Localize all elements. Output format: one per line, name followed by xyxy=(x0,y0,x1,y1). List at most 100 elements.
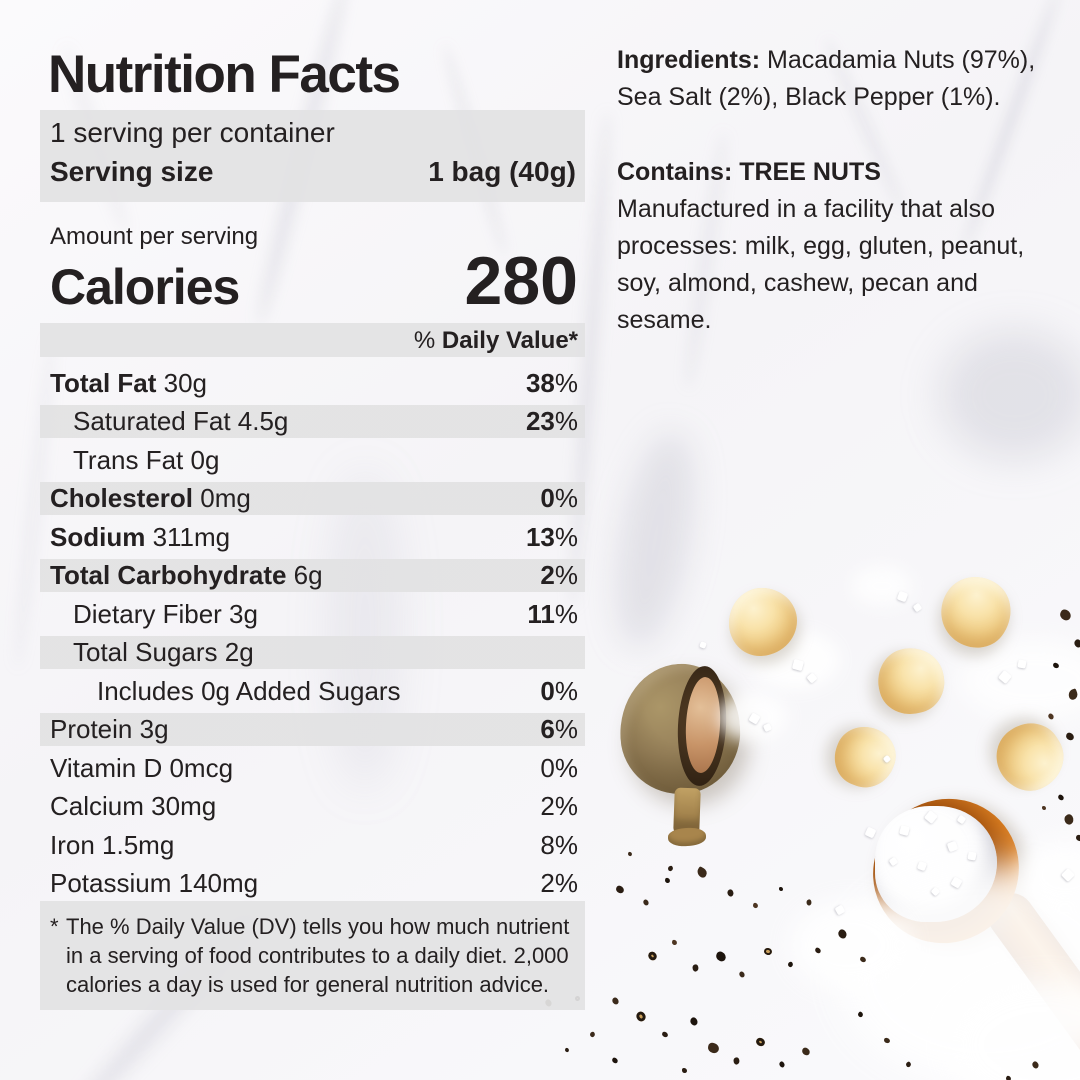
pepper-crumb xyxy=(779,887,783,891)
ingredients-label: Ingredients: xyxy=(617,46,761,74)
daily-value-percent: 23% xyxy=(525,406,578,437)
pepper-crumb xyxy=(752,902,759,909)
pepper-crumb xyxy=(787,961,794,968)
pepper-crumb xyxy=(726,888,735,898)
serving-size-label: Serving size xyxy=(50,156,214,187)
pepper-crumb xyxy=(664,877,671,884)
pepper-crumb xyxy=(805,898,813,907)
nutrient-row: Calcium 30mg 2% xyxy=(40,788,585,827)
daily-value-percent: 38% xyxy=(525,367,578,398)
pepper-crumb xyxy=(1058,608,1073,622)
contains-statement: Contains: TREE NUTS xyxy=(617,154,1054,191)
nutrient-rows: Total Fat 30g 38% Saturated Fat 4.5g 23% Tra… xyxy=(40,364,585,903)
serving-size-row: Serving size 1 bag (40g) xyxy=(50,156,576,188)
pepper-crumb xyxy=(695,866,709,879)
serving-info-band: 1 serving per container Serving size 1 b… xyxy=(40,110,585,202)
pepper-crumb xyxy=(661,1031,669,1038)
pepper-crumb xyxy=(1042,806,1046,810)
ingredients-column: Ingredients: Macadamia Nuts (97%), Sea S… xyxy=(617,42,1054,339)
nutrient-row: Trans Fat 0g xyxy=(40,441,585,480)
daily-value-percent: 8% xyxy=(540,829,578,860)
pepper-crumb xyxy=(732,1056,741,1066)
pepper-crumb xyxy=(707,1042,720,1054)
pepper-crumb xyxy=(714,950,728,963)
salt-flake xyxy=(699,641,707,649)
nutrient-label: Total Carbohydrate 6g xyxy=(50,560,323,591)
nutrient-row: Total Fat 30g 38% xyxy=(40,364,585,403)
salt-dust xyxy=(790,900,910,990)
pepper-crumb xyxy=(778,1060,786,1069)
nutrient-row: Saturated Fat 4.5g 23% xyxy=(40,402,585,441)
nutrient-label: Protein 3g xyxy=(50,714,169,745)
salt-dust xyxy=(958,640,1080,720)
salt-flake xyxy=(864,826,877,839)
daily-value-percent: 6% xyxy=(540,714,578,745)
nutrient-label: Iron 1.5mg xyxy=(50,829,175,860)
macadamia-in-shell xyxy=(615,654,752,854)
pepper-crumb xyxy=(589,1031,596,1038)
nutrient-row: Total Sugars 2g xyxy=(40,633,585,672)
daily-value-percent: 0% xyxy=(540,483,578,514)
daily-value-percent: 11% xyxy=(527,598,578,629)
pepper-crumb xyxy=(688,1016,700,1027)
nutrient-label: Saturated Fat 4.5g xyxy=(73,406,289,437)
pepper-crumb xyxy=(682,1068,687,1073)
daily-value-percent: 2% xyxy=(540,560,578,591)
ingredients-paragraph: Ingredients: Macadamia Nuts (97%), Sea S… xyxy=(617,42,1054,116)
daily-value-header: % Daily Value* xyxy=(40,323,585,357)
pepper-crumb xyxy=(1057,793,1065,802)
macadamia-nut xyxy=(870,640,952,722)
nutrient-label: Calcium 30mg xyxy=(50,791,217,822)
daily-value-footnote: * The % Daily Value (DV) tells you how m… xyxy=(40,901,585,1010)
pepper-crumb xyxy=(671,939,678,946)
pepper-crumb xyxy=(763,947,773,956)
nutrition-facts-title: Nutrition Facts xyxy=(48,45,401,104)
nutrient-row: Potassium 140mg 2% xyxy=(40,865,585,904)
daily-value-percent: 0% xyxy=(540,675,578,706)
footnote-asterisk: * xyxy=(50,914,59,939)
salt-flake xyxy=(967,851,977,861)
pepper-crumb xyxy=(1062,812,1076,827)
nutrient-row: Sodium 311mg 13% xyxy=(40,518,585,557)
daily-value-percent: 13% xyxy=(525,521,578,552)
macadamia-stem-tip xyxy=(667,827,707,847)
daily-value-percent: 2% xyxy=(540,868,578,899)
pepper-crumb xyxy=(1065,731,1075,742)
nutrient-label: Trans Fat 0g xyxy=(73,444,220,475)
macadamia-nut xyxy=(984,711,1076,803)
salt-flake xyxy=(912,602,923,613)
nutrient-label: Dietary Fiber 3g xyxy=(73,598,258,629)
pepper-crumb xyxy=(738,970,746,979)
pepper-crumb xyxy=(564,1047,570,1053)
pepper-crumb xyxy=(667,865,674,872)
nutrient-row: Iron 1.5mg 8% xyxy=(40,826,585,865)
pepper-crumb xyxy=(610,996,621,1006)
daily-value-percent: 2% xyxy=(540,791,578,822)
nutrient-row: Includes 0g Added Sugars 0% xyxy=(40,672,585,711)
ingredients-text: Macadamia Nuts (97%), Sea Salt (2%), Bla… xyxy=(617,46,1036,111)
pepper-crumb xyxy=(646,949,659,963)
pepper-crumb xyxy=(754,1036,767,1048)
nutrient-label: Cholesterol 0mg xyxy=(50,483,251,514)
pepper-crumb xyxy=(611,1056,619,1065)
pepper-crumb xyxy=(800,1046,812,1057)
facility-statement: Manufactured in a facility that also pro… xyxy=(617,195,1025,334)
nutrient-row: Cholesterol 0mg 0% xyxy=(40,479,585,518)
contains-label: Contains: TREE NUTS xyxy=(617,158,881,186)
marble-vein xyxy=(601,425,709,655)
servings-per-container: 1 serving per container xyxy=(50,117,335,148)
pepper-crumb xyxy=(615,884,625,895)
macadamia-nut xyxy=(729,588,797,656)
nutrient-label: Includes 0g Added Sugars xyxy=(97,675,401,706)
nutrient-label: Potassium 140mg xyxy=(50,868,259,899)
salt-flake xyxy=(1017,659,1027,669)
nutrient-label: Vitamin D 0mcg xyxy=(50,752,234,783)
nutrient-row: Vitamin D 0mcg 0% xyxy=(40,749,585,788)
serving-size-value: 1 bag (40g) xyxy=(428,156,576,187)
pepper-crumb xyxy=(642,898,650,907)
footnote-text: The % Daily Value (DV) tells you how muc… xyxy=(66,914,570,997)
nutrient-row: Protein 3g 6% xyxy=(40,710,585,749)
macadamia-nut xyxy=(826,718,904,796)
nutrient-label: Sodium 311mg xyxy=(50,521,231,552)
